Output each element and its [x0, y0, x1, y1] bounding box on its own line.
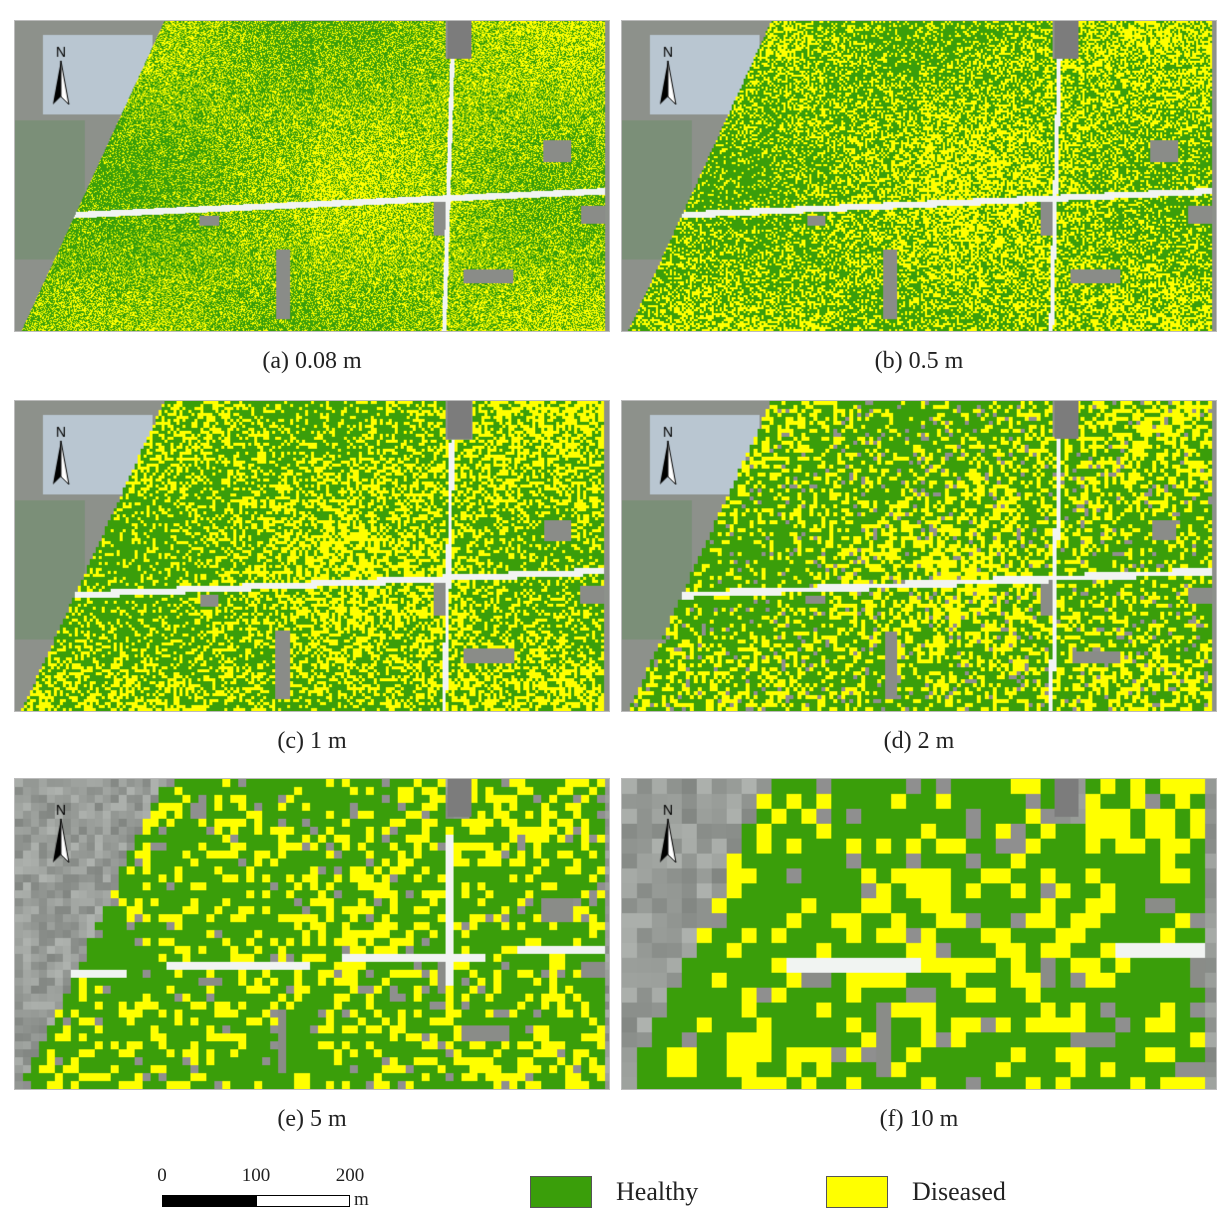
scale-bar: 0 100 200 m [140, 1165, 400, 1215]
scale-tick-label: 100 [241, 1165, 271, 1186]
legend-item-diseased: Diseased [826, 1172, 1006, 1212]
map-canvas [622, 21, 1216, 331]
map-panel-b [621, 20, 1217, 332]
legend-swatch-healthy [530, 1176, 592, 1208]
panel-caption-d: (d) 2 m [883, 728, 955, 754]
map-panel-c [14, 400, 610, 712]
scale-tick-label: 0 [157, 1165, 167, 1186]
panel-caption-e: (e) 5 m [277, 1106, 347, 1132]
panel-caption-a: (a) 0.08 m [262, 348, 362, 374]
scale-unit: m [354, 1189, 369, 1210]
map-canvas [15, 21, 609, 331]
map-panel-e [14, 778, 610, 1090]
scale-bar-segment-dark [162, 1195, 256, 1207]
legend-label-diseased: Diseased [912, 1177, 1006, 1206]
scale-tick-label: 200 [335, 1165, 365, 1186]
map-panel-a [14, 20, 610, 332]
panel-caption-b: (b) 0.5 m [874, 348, 964, 374]
panel-caption-c: (c) 1 m [277, 728, 347, 754]
panel-caption-f: (f) 10 m [879, 1106, 959, 1132]
map-canvas [622, 401, 1216, 711]
map-canvas [15, 779, 609, 1089]
legend-label-healthy: Healthy [616, 1177, 699, 1206]
map-canvas [15, 401, 609, 711]
scale-bar-frame [162, 1195, 350, 1207]
legend-swatch-diseased [826, 1176, 888, 1208]
map-panel-f [621, 778, 1217, 1090]
map-canvas [622, 779, 1216, 1089]
map-panel-d [621, 400, 1217, 712]
legend-item-healthy: Healthy [530, 1172, 698, 1212]
